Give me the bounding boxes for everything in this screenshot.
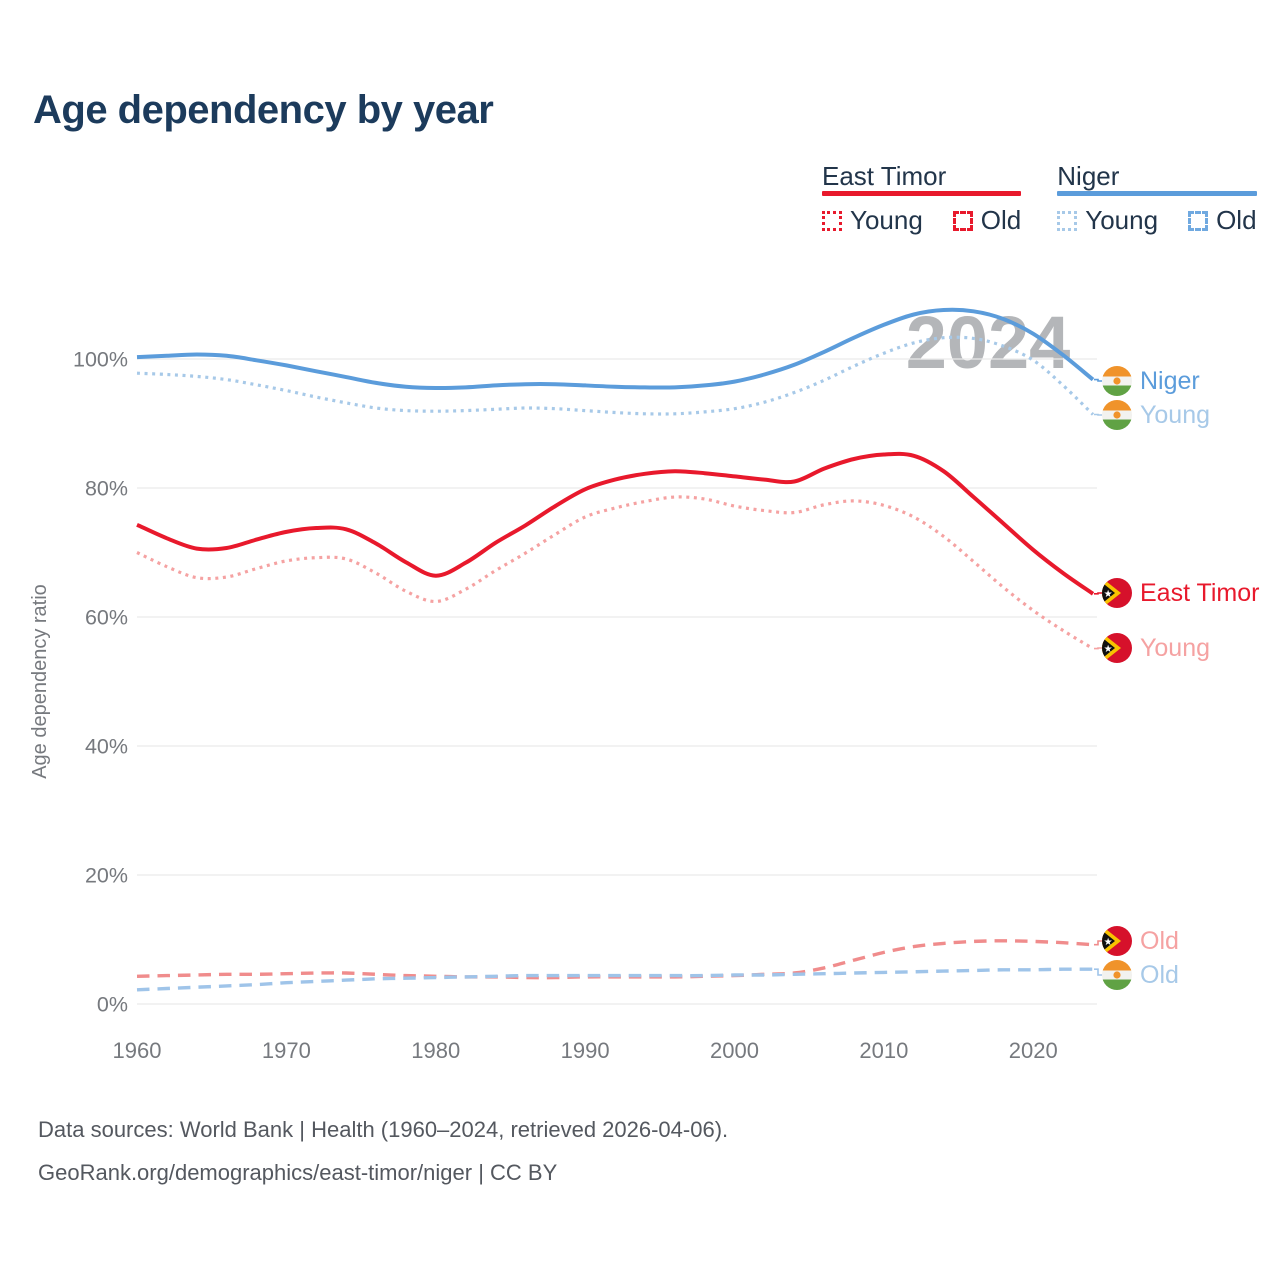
end-label-east-timor-young: ★ Young <box>1102 633 1210 663</box>
svg-text:1960: 1960 <box>113 1038 162 1063</box>
leader-line <box>1094 413 1102 416</box>
leader-line <box>1094 378 1102 382</box>
legend-item-label[interactable]: Old <box>980 205 1022 235</box>
svg-text:60%: 60% <box>85 606 128 630</box>
leader-line <box>1094 968 1102 976</box>
end-label-text: East Timor <box>1140 578 1260 607</box>
series-line-east-timor[interactable] <box>136 451 1095 596</box>
svg-text:1990: 1990 <box>561 1038 610 1063</box>
end-label-niger-total: Niger <box>1102 366 1200 396</box>
end-label-east-timor-old: ★ Old <box>1102 926 1179 956</box>
end-label-niger-old: Old <box>1102 960 1179 990</box>
end-label-text: Niger <box>1140 366 1200 395</box>
legend-swatch-young[interactable] <box>1057 210 1078 231</box>
page-title: Age dependency by year <box>33 88 494 132</box>
legend-country-name: East Timor <box>822 161 947 191</box>
legend: East Timor Young Old Niger Young Old <box>822 162 1257 236</box>
legend-swatch-old[interactable] <box>952 210 973 231</box>
leader-line <box>1094 940 1102 946</box>
end-label-text: Young <box>1140 633 1210 662</box>
legend-color-bar <box>822 191 1022 196</box>
svg-text:2020: 2020 <box>1009 1038 1058 1063</box>
svg-text:1980: 1980 <box>411 1038 460 1063</box>
svg-text:★: ★ <box>1104 589 1113 600</box>
legend-swatch-young[interactable] <box>822 210 842 231</box>
niger-flag-icon <box>1102 960 1132 990</box>
end-label-text: Old <box>1140 926 1179 955</box>
source-url-line: GeoRank.org/demographics/east-timor/nige… <box>38 1160 558 1185</box>
legend-item-label[interactable]: Old <box>1216 205 1257 235</box>
end-label-niger-young: Young <box>1102 400 1210 430</box>
svg-text:1970: 1970 <box>262 1038 311 1063</box>
series-line-niger-young[interactable] <box>136 335 1095 416</box>
leader-line <box>1094 592 1102 595</box>
series-line-niger[interactable] <box>136 307 1095 391</box>
end-label-east-timor-total: ★ East Timor <box>1102 578 1259 608</box>
legend-group-niger: Niger Young Old <box>1057 161 1257 236</box>
legend-group-east-timor: East Timor Young Old <box>822 161 1022 236</box>
gridlines <box>137 358 1097 1005</box>
attribution-footer: Data sources: World Bank | Health (1960–… <box>38 1108 728 1194</box>
svg-text:2000: 2000 <box>710 1038 759 1063</box>
svg-text:0%: 0% <box>97 993 128 1017</box>
east-timor-flag-icon: ★ <box>1102 633 1132 663</box>
legend-item-label[interactable]: Young <box>1085 205 1159 235</box>
legend-color-bar <box>1057 191 1257 196</box>
y-tick-labels: 0% 20% 40% 60% 80% 100% <box>73 348 128 1017</box>
svg-text:2010: 2010 <box>859 1038 908 1063</box>
svg-text:★: ★ <box>1104 937 1113 948</box>
series-line-east-timor-young[interactable] <box>136 495 1094 650</box>
niger-flag-icon <box>1102 366 1132 396</box>
end-label-text: Old <box>1140 960 1179 989</box>
series-line-niger-old[interactable] <box>136 967 1094 992</box>
svg-text:40%: 40% <box>85 735 128 759</box>
east-timor-flag-icon: ★ <box>1102 926 1132 956</box>
y-axis-title: Age dependency ratio <box>29 584 51 779</box>
legend-swatch-old[interactable] <box>1188 210 1209 231</box>
legend-item-label[interactable]: Young <box>850 205 923 235</box>
svg-text:100%: 100% <box>73 348 128 372</box>
svg-text:★: ★ <box>1104 644 1113 655</box>
x-tick-labels: 1960 1970 1980 1990 2000 2010 2020 <box>113 1038 1058 1063</box>
data-sources-line: Data sources: World Bank | Health (1960–… <box>38 1117 729 1142</box>
niger-flag-icon <box>1102 400 1132 430</box>
svg-text:80%: 80% <box>85 477 128 501</box>
end-label-text: Young <box>1140 400 1210 429</box>
svg-text:20%: 20% <box>85 864 128 888</box>
series-line-east-timor-old[interactable] <box>136 939 1094 980</box>
leader-line <box>1094 647 1102 650</box>
east-timor-flag-icon: ★ <box>1102 578 1132 608</box>
legend-country-name: Niger <box>1057 161 1120 191</box>
